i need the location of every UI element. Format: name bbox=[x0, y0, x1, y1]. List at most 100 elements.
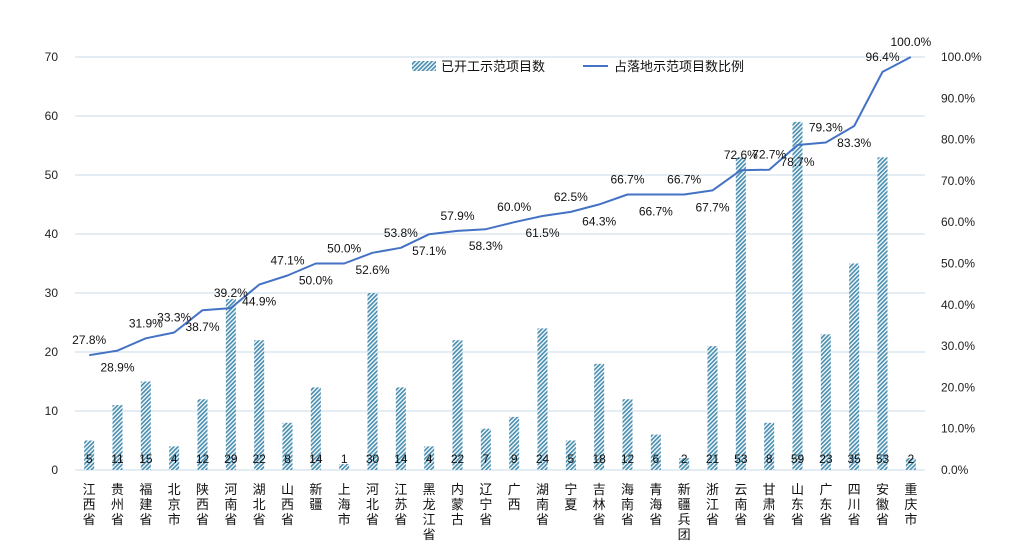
bar-value-label: 1 bbox=[341, 452, 348, 466]
bar-value-label: 11 bbox=[111, 452, 124, 466]
bar-value-label: 12 bbox=[196, 452, 210, 466]
bar-value-label: 6 bbox=[652, 452, 659, 466]
category-label: 辽宁省 bbox=[479, 483, 492, 528]
line-value-labels: 27.8% 28.9% 31.9%33.3%38.7% 39.2%44.9% 47.1%… bbox=[72, 35, 931, 375]
line-value-label: 52.6% bbox=[355, 263, 389, 277]
bar bbox=[905, 458, 916, 470]
bar bbox=[225, 298, 236, 470]
bar-value-label: 5 bbox=[86, 452, 93, 466]
bar bbox=[650, 434, 661, 470]
bar bbox=[594, 363, 605, 470]
bar-value-label: 24 bbox=[536, 452, 550, 466]
left-axis-ticks: 0 10 20 30 40 50 60 70 bbox=[45, 50, 59, 477]
bar-value-label: 14 bbox=[394, 452, 408, 466]
category-label: 内蒙古 bbox=[451, 482, 464, 528]
bar bbox=[509, 416, 520, 470]
bar bbox=[565, 440, 576, 470]
category-label: 贵州省 bbox=[111, 483, 124, 528]
bar bbox=[197, 399, 208, 470]
right-tick-label: 60.0% bbox=[941, 215, 975, 229]
category-label: 广东省 bbox=[819, 483, 832, 528]
bar bbox=[764, 422, 775, 470]
line-value-label: 72.7% bbox=[752, 148, 786, 162]
bar bbox=[310, 387, 321, 470]
bar bbox=[792, 121, 803, 471]
line-series bbox=[89, 56, 912, 357]
right-tick-label: 0.0% bbox=[941, 463, 969, 477]
category-label: 湖北省 bbox=[253, 483, 266, 528]
bar-value-label: 4 bbox=[426, 452, 433, 466]
bar bbox=[735, 157, 746, 471]
line-value-label: 33.3% bbox=[157, 310, 191, 324]
left-tick-label: 50 bbox=[45, 168, 59, 182]
bar bbox=[622, 399, 633, 470]
line-value-label: 60.0% bbox=[497, 200, 531, 214]
bar bbox=[367, 293, 378, 470]
right-axis-ticks: 0.0% 10.0% 20.0% 30.0% 40.0% 50.0% 60.0% 70.0% 8… bbox=[941, 50, 982, 477]
right-tick-label: 70.0% bbox=[941, 174, 975, 188]
bar bbox=[849, 263, 860, 470]
line-path bbox=[89, 56, 912, 357]
category-label: 海南省 bbox=[621, 483, 634, 528]
bar bbox=[395, 387, 406, 470]
bar-series bbox=[84, 121, 916, 471]
bar-value-label: 14 bbox=[309, 452, 323, 466]
bar bbox=[820, 334, 831, 470]
left-tick-label: 70 bbox=[45, 50, 59, 64]
bar-value-label: 15 bbox=[139, 452, 153, 466]
right-tick-label: 80.0% bbox=[941, 133, 975, 147]
category-label: 山东省 bbox=[791, 483, 804, 528]
line-value-label: 66.7% bbox=[610, 173, 644, 187]
bar-value-label: 12 bbox=[621, 452, 635, 466]
category-label: 甘肃省 bbox=[763, 483, 776, 528]
category-label: 河北省 bbox=[366, 483, 379, 528]
line-value-label: 38.7% bbox=[185, 320, 219, 334]
category-label: 新疆兵团 bbox=[678, 482, 691, 543]
bar bbox=[112, 405, 123, 470]
line-value-label: 50.0% bbox=[327, 242, 361, 256]
bar bbox=[480, 428, 491, 470]
bar-value-label: 5 bbox=[567, 452, 574, 466]
category-label: 广西 bbox=[508, 483, 521, 513]
line-value-label: 44.9% bbox=[242, 295, 276, 309]
bar bbox=[84, 440, 95, 470]
bar bbox=[140, 381, 151, 470]
category-label: 上海市 bbox=[338, 483, 351, 528]
category-label: 浙江省 bbox=[706, 483, 719, 528]
line-value-label: 96.4% bbox=[865, 50, 899, 64]
line-value-label: 39.2% bbox=[214, 286, 248, 300]
right-tick-label: 30.0% bbox=[941, 339, 975, 353]
category-label: 陕西省 bbox=[196, 483, 209, 528]
category-label: 江苏省 bbox=[394, 483, 407, 528]
bar bbox=[537, 328, 548, 470]
line-value-label: 58.3% bbox=[469, 239, 503, 253]
category-label: 安徽省 bbox=[876, 483, 889, 528]
right-tick-label: 50.0% bbox=[941, 257, 975, 271]
bar bbox=[254, 340, 265, 470]
line-value-label: 57.9% bbox=[440, 209, 474, 223]
bar-value-label: 2 bbox=[907, 452, 914, 466]
bar-value-label: 9 bbox=[511, 452, 518, 466]
left-tick-label: 60 bbox=[45, 109, 59, 123]
line-value-label: 78.7% bbox=[780, 155, 814, 169]
category-label: 云南省 bbox=[734, 483, 747, 528]
bar bbox=[339, 464, 350, 470]
bar-value-label: 53 bbox=[876, 452, 890, 466]
category-label: 河南省 bbox=[224, 483, 237, 528]
line-value-label: 79.3% bbox=[809, 120, 843, 134]
category-label: 湖南省 bbox=[536, 483, 549, 528]
category-label: 青海省 bbox=[649, 483, 662, 528]
category-label: 黑龙江省 bbox=[423, 483, 436, 543]
left-tick-label: 40 bbox=[45, 227, 59, 241]
right-tick-label: 100.0% bbox=[941, 50, 982, 64]
right-tick-label: 20.0% bbox=[941, 380, 975, 394]
bar-value-labels: 5 11 15 4 12 29 22 8 14 1 30 14 4 22 7 9 24 5 18 12 6 2 21 53 8 5… bbox=[86, 452, 915, 466]
category-label: 山西省 bbox=[281, 483, 294, 528]
bar-value-label: 35 bbox=[847, 452, 861, 466]
category-label: 四川省 bbox=[848, 483, 861, 528]
bar bbox=[169, 446, 180, 470]
left-tick-label: 20 bbox=[45, 345, 59, 359]
gridlines bbox=[75, 56, 925, 471]
line-value-label: 31.9% bbox=[129, 316, 163, 330]
